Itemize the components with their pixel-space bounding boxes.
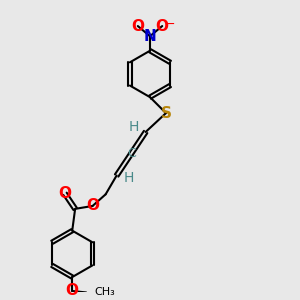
Text: O: O xyxy=(86,199,99,214)
Text: H: H xyxy=(129,120,139,134)
Text: O: O xyxy=(66,284,79,298)
Text: O: O xyxy=(156,19,169,34)
Text: O: O xyxy=(131,19,144,34)
Text: H: H xyxy=(124,171,134,185)
Text: N: N xyxy=(144,29,156,44)
Text: −: − xyxy=(165,18,175,31)
Text: S: S xyxy=(160,106,172,121)
Text: O: O xyxy=(58,186,71,201)
Text: CH₃: CH₃ xyxy=(94,287,115,297)
Text: C: C xyxy=(127,147,136,160)
